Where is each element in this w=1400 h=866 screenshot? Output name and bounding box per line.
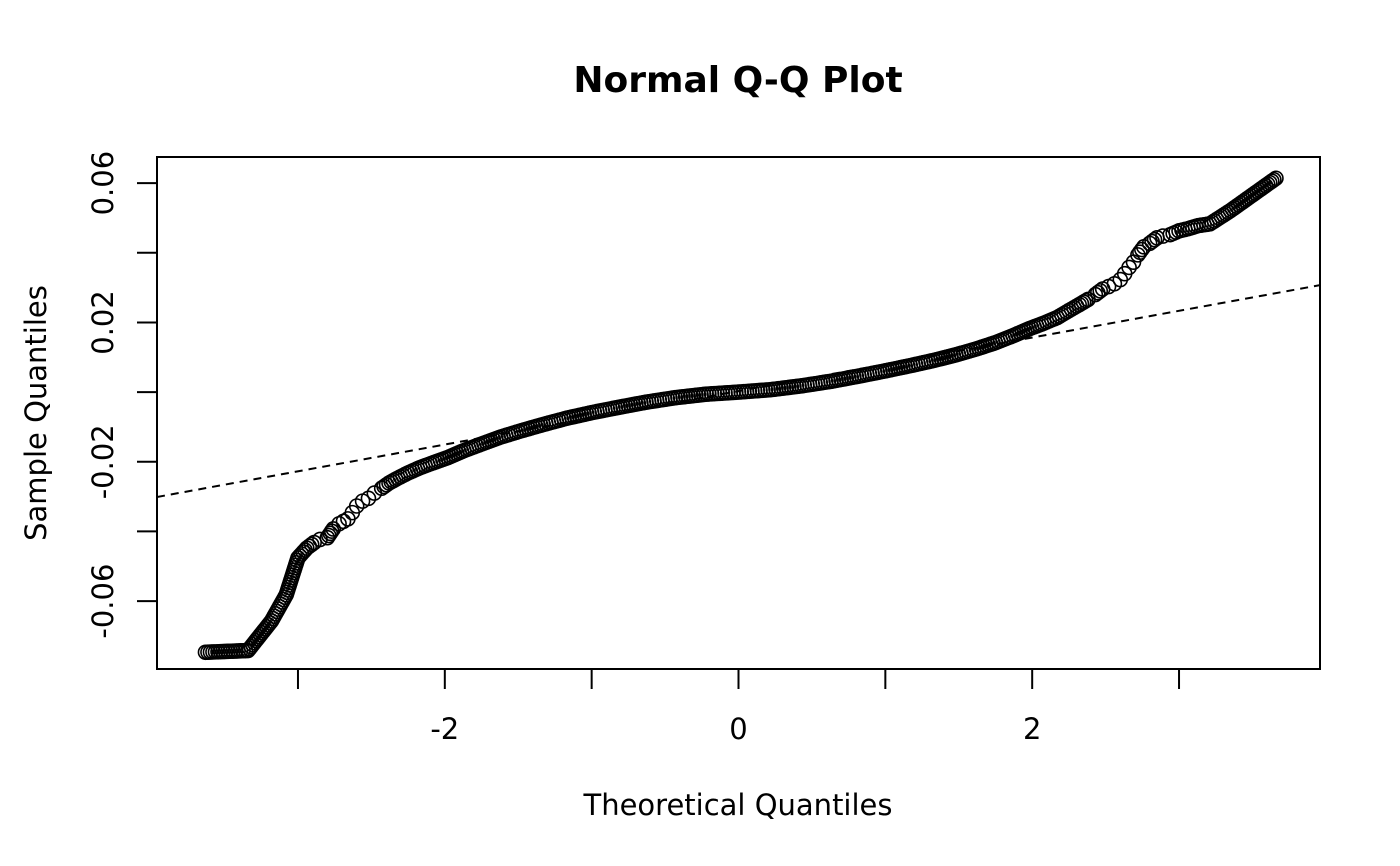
- x-axis-label: Theoretical Quantiles: [582, 788, 892, 822]
- data-point-dense: [321, 527, 337, 544]
- data-point-dense: [664, 390, 681, 406]
- y-tick-label: -0.02: [86, 424, 120, 499]
- data-point-dense: [1092, 283, 1109, 299]
- x-tick-label: 2: [1023, 712, 1041, 746]
- data-point-dense: [291, 548, 308, 564]
- data-point-dense: [259, 619, 275, 635]
- y-tick-label: 0.06: [86, 151, 120, 216]
- y-tick-label: -0.06: [86, 564, 120, 639]
- data-point-dense: [301, 538, 318, 555]
- data-point: [1121, 259, 1137, 276]
- data-point-dense: [1089, 284, 1106, 301]
- chart-title: Normal Q-Q Plot: [573, 60, 902, 101]
- plot-frame: [156, 156, 1321, 670]
- x-tick-label: 0: [729, 712, 747, 746]
- data-point-dense: [303, 536, 320, 553]
- y-tick-label: 0.02: [86, 290, 120, 355]
- data-point-dense: [1215, 207, 1232, 223]
- data-point: [360, 490, 377, 507]
- data-point-dense: [1075, 294, 1092, 310]
- data-point-dense: [1266, 171, 1282, 188]
- data-point-dense: [1261, 174, 1278, 191]
- y-axis-label: Sample Quantiles: [19, 285, 53, 541]
- data-point-dense: [1134, 241, 1150, 258]
- data-point-dense: [1132, 244, 1148, 261]
- data-point-dense: [760, 382, 776, 398]
- data-point-dense: [322, 525, 339, 542]
- reference-line: [157, 284, 1320, 498]
- x-tick-label: -2: [430, 712, 459, 746]
- data-point-dense: [1066, 299, 1082, 316]
- data-point-dense: [1077, 292, 1094, 309]
- data-point-dense: [323, 523, 340, 539]
- data-point-dense: [874, 363, 891, 380]
- data-point: [1130, 247, 1146, 263]
- plot-layer: -2 0 2 -0.06 -0.02 0.02 0.06: [86, 151, 1320, 746]
- data-point-dense: [1264, 173, 1280, 189]
- data-point-dense: [1187, 218, 1204, 235]
- data-point-dense: [1146, 231, 1163, 248]
- data-point-dense: [1144, 233, 1160, 250]
